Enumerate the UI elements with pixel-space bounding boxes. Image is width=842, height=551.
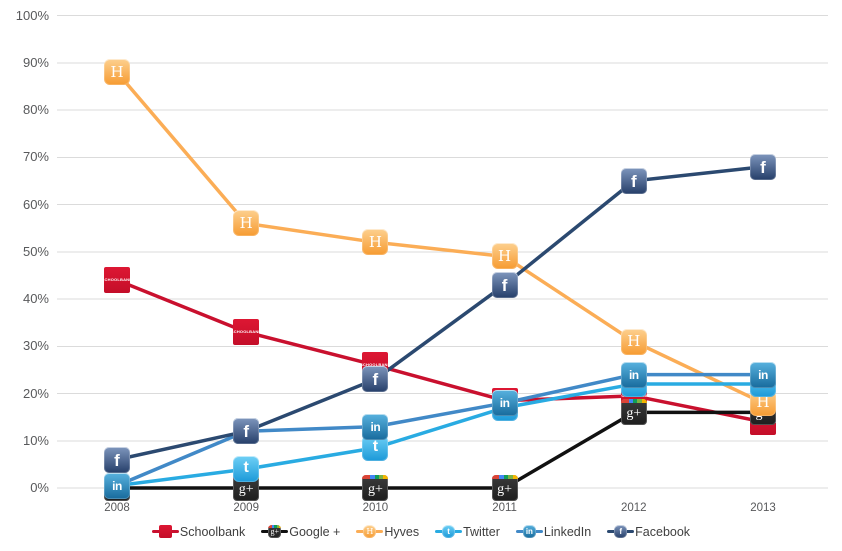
facebook-line [115, 164, 765, 462]
legend-marker: in [515, 524, 543, 539]
legend-item-twitter: t Twitter [435, 524, 500, 539]
legend-marker: g+ [261, 524, 289, 539]
googleplus-line [115, 410, 765, 490]
y-tick-label: 80% [22, 102, 49, 117]
legend-label: Schoolbank [179, 524, 246, 539]
facebook-icon: f [614, 525, 628, 538]
twitter-icon: t [442, 525, 456, 538]
legend-label: Google + [289, 524, 341, 539]
x-tick-label: 2009 [233, 502, 259, 514]
y-tick-label: 30% [22, 338, 49, 354]
x-tick-label: 2012 [621, 502, 647, 514]
legend-label: LinkedIn [543, 524, 592, 539]
x-tick-label: 2013 [750, 502, 776, 514]
x-tick-label: 2010 [362, 502, 389, 514]
linkedin-line [115, 372, 765, 488]
y-tick-label: 60% [22, 196, 49, 212]
x-tick-label: 2011 [492, 502, 517, 514]
legend-marker: t [435, 524, 463, 539]
legend-item-linkedin: in LinkedIn [515, 524, 592, 539]
legend-label: Hyves [384, 524, 420, 539]
legend: SCHOOLBANK Schoolbank g+ Google + H Hyves t Twi… [0, 524, 842, 539]
y-tick-label: 90% [22, 54, 49, 70]
legend-item-googleplus: g+ Google + [261, 524, 340, 539]
hyves-line [115, 70, 765, 405]
googleplus-icon: g+ [268, 525, 282, 538]
twitter-line [115, 382, 765, 488]
y-tick-label: 50% [22, 243, 49, 259]
x-tick-label: 2008 [104, 502, 130, 514]
schoolbank-line [115, 278, 765, 424]
y-tick-label: 10% [22, 432, 49, 448]
legend-marker: f [607, 524, 635, 539]
legend-label: Twitter [463, 524, 500, 539]
y-tick-label: 70% [22, 149, 49, 165]
schoolbank-icon: SCHOOLBANK [158, 525, 172, 538]
legend-label: Facebook [635, 524, 691, 539]
y-tick-label: 0% [30, 480, 49, 495]
legend-item-facebook: f Facebook [607, 524, 690, 539]
y-tick-label: 100% [15, 7, 49, 23]
legend-marker: SCHOOLBANK [151, 524, 179, 539]
y-tick-label: 20% [22, 385, 49, 401]
y-tick-label: 40% [22, 291, 49, 306]
linkedin-icon: in [522, 525, 536, 538]
hyves-icon: H [363, 525, 377, 538]
legend-item-schoolbank: SCHOOLBANK Schoolbank [151, 524, 246, 539]
legend-item-hyves: H Hyves [356, 524, 419, 539]
legend-marker: H [356, 524, 384, 539]
